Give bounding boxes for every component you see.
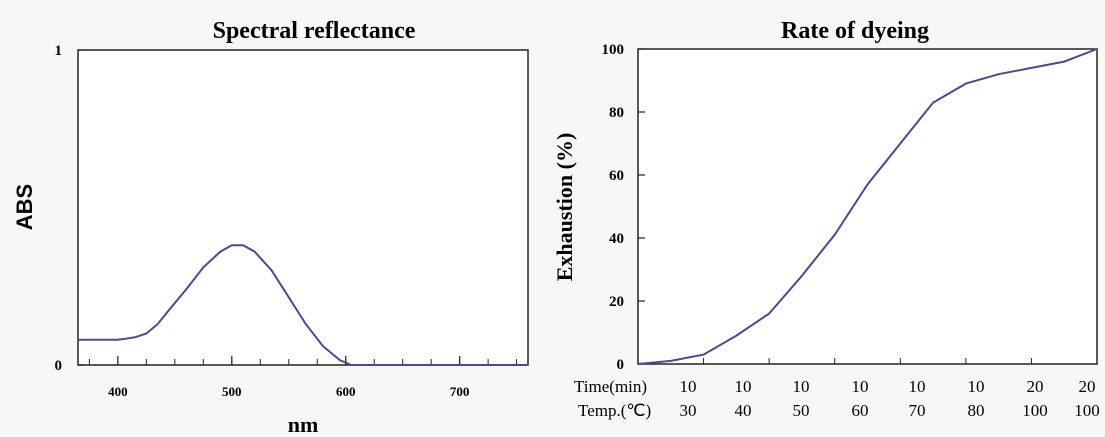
spectral-y-tick-label: 0	[55, 358, 63, 374]
temp-value-label: 30	[680, 401, 697, 420]
temp-value-label: 80	[968, 401, 985, 420]
temp-value-label: 70	[909, 401, 926, 420]
temp-value-label: 100	[1022, 401, 1048, 420]
dyeing-y-tick-label: 80	[609, 105, 624, 121]
spectral-y-tick-label: 1	[55, 43, 63, 59]
spectral-x-tick-label: 700	[450, 384, 470, 399]
spectral-plot-area	[77, 49, 529, 366]
time-value-label: 10	[793, 377, 810, 396]
spectral-chart-title: Spectral reflectance	[213, 18, 416, 44]
spectral-x-tick-label: 600	[336, 384, 356, 399]
time-value-label: 20	[1079, 377, 1096, 396]
time-value-label: 10	[680, 377, 697, 396]
temp-value-label: 60	[852, 401, 869, 420]
dyeing-y-tick-label: 100	[602, 42, 625, 58]
time-value-label: 20	[1027, 377, 1044, 396]
dyeing-y-axis-label: Exhaustion (%)	[552, 133, 577, 282]
time-value-label: 10	[735, 377, 752, 396]
temp-value-label: 40	[735, 401, 752, 420]
dyeing-y-tick-label: 60	[609, 168, 624, 184]
dyeing-chart-title: Rate of dyeing	[781, 18, 929, 44]
time-value-label: 10	[909, 377, 926, 396]
time-value-label: 10	[852, 377, 869, 396]
temp-row-label: Temp.(℃)	[578, 401, 651, 420]
dyeing-chart: Rate of dyeing Exhaustion (%) Time(min) …	[552, 18, 1100, 420]
dyeing-y-tick-label: 40	[609, 231, 624, 247]
spectral-x-tick-label: 400	[108, 384, 128, 399]
dyeing-y-tick-label: 0	[617, 357, 625, 373]
spectral-x-tick-label: 500	[222, 384, 242, 399]
temp-value-label: 100	[1074, 401, 1100, 420]
spectral-series-line	[78, 244, 528, 366]
time-row-label: Time(min)	[574, 377, 647, 396]
spectral-chart: Spectral reflectance ABS nm 400 500 600 700…	[12, 18, 529, 437]
spectral-x-axis-label: nm	[288, 412, 319, 437]
dyeing-y-tick-label: 20	[609, 294, 624, 310]
dyeing-series-line	[637, 48, 1098, 365]
spectral-y-axis-label: ABS	[12, 184, 37, 230]
temp-value-label: 50	[793, 401, 810, 420]
dyeing-plot-area	[637, 48, 1098, 365]
time-value-label: 10	[968, 377, 985, 396]
